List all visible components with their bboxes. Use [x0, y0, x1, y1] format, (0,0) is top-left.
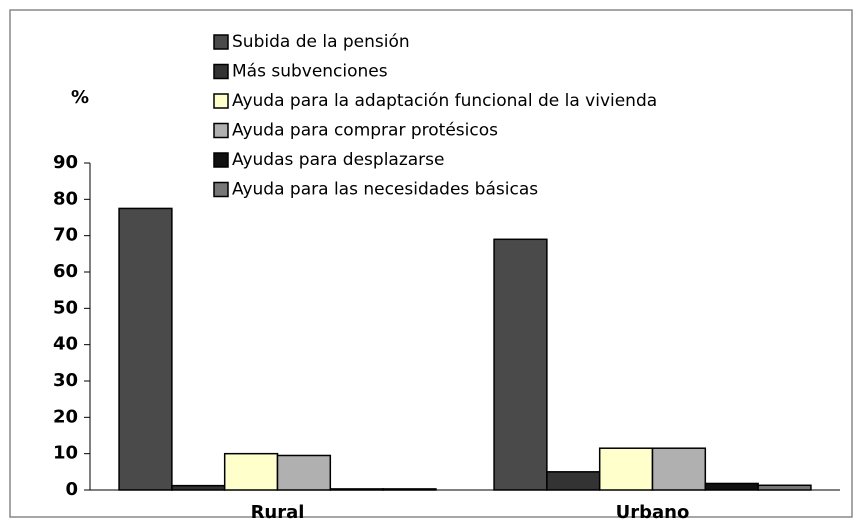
legend-swatch	[213, 152, 229, 168]
bar	[223, 452, 279, 491]
y-tick-label: 50	[53, 297, 78, 318]
legend-swatch	[213, 63, 229, 80]
bar	[276, 454, 332, 491]
y-tick-label: 40	[53, 334, 78, 355]
y-axis-label: %	[71, 87, 89, 108]
y-tick-label: 10	[53, 443, 78, 464]
legend-label: Más subvenciones	[232, 62, 388, 82]
y-tick-label: 60	[53, 261, 78, 282]
y-tick-label: 80	[53, 188, 78, 209]
legend-label: Ayudas para desplazarse	[232, 150, 444, 170]
bar	[329, 488, 384, 491]
bar	[546, 471, 601, 491]
y-tick-label: 70	[53, 225, 78, 246]
bar	[704, 482, 759, 491]
legend-swatch	[213, 181, 229, 198]
legend-swatch	[213, 122, 229, 139]
legend-swatch	[213, 34, 229, 50]
legend-label: Subida de la pensión	[232, 32, 410, 52]
bar	[493, 238, 548, 491]
bar	[382, 488, 437, 491]
bar	[598, 447, 654, 491]
y-tick-label: 90	[53, 152, 78, 173]
x-tick-label: Urbano	[616, 502, 690, 523]
bar	[651, 447, 707, 491]
legend-label: Ayuda para las necesidades básicas	[232, 180, 538, 200]
legend-label: Ayuda para comprar protésicos	[232, 121, 498, 141]
y-tick-label: 20	[53, 406, 78, 427]
bar	[757, 484, 812, 491]
legend-label: Ayuda para la adaptación funcional de la…	[232, 91, 657, 111]
bar	[171, 484, 226, 491]
bar	[118, 207, 173, 491]
x-tick-label: Rural	[251, 502, 305, 523]
y-tick-label: 0	[65, 479, 78, 500]
legend-swatch	[213, 93, 229, 109]
y-tick-label: 30	[53, 370, 78, 391]
